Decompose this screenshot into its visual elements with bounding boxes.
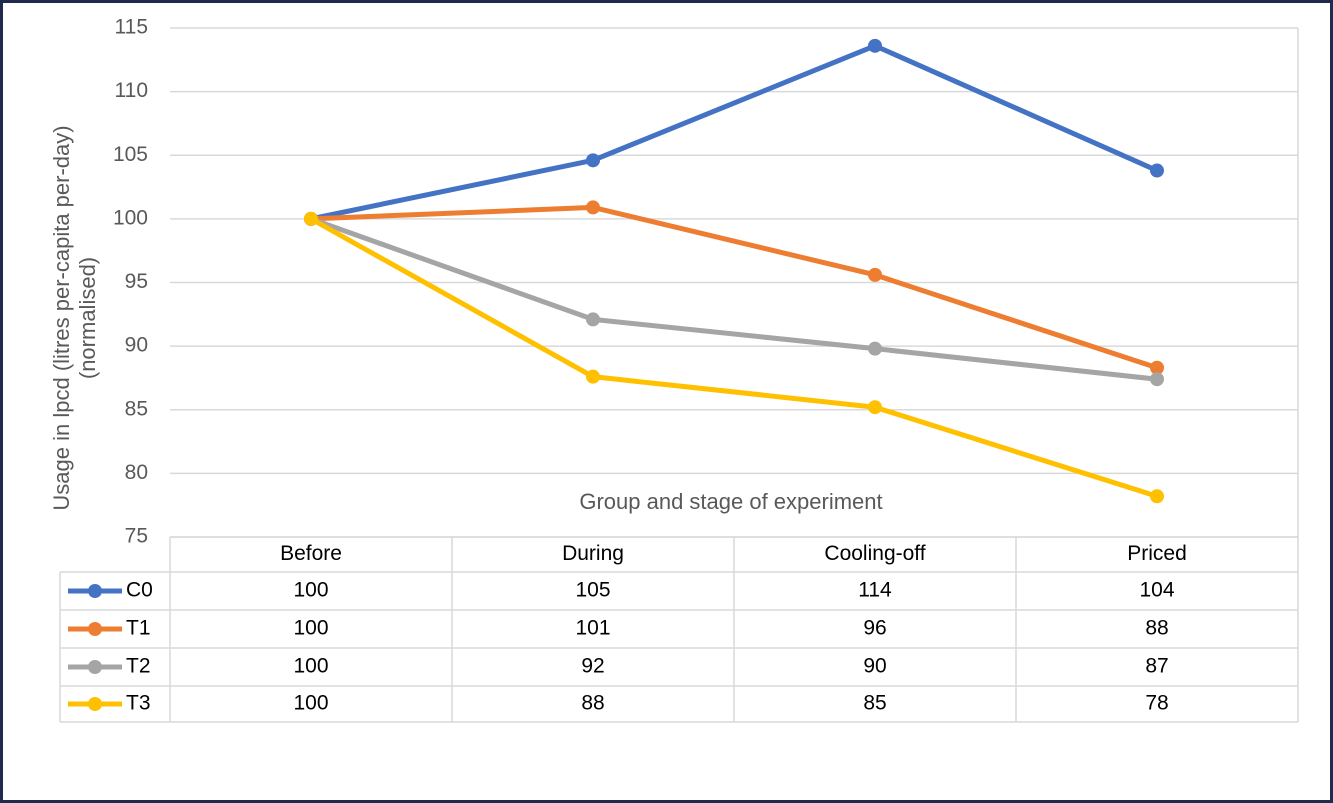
table-value: 87: [1145, 655, 1168, 678]
legend-label: T3: [126, 692, 151, 715]
table-value: 100: [293, 655, 328, 678]
table-value: 100: [293, 579, 328, 602]
data-point: [586, 153, 600, 168]
data-point: [868, 38, 882, 53]
table-value: 88: [581, 692, 604, 715]
y-tick-label: 105: [113, 143, 148, 166]
table-header: Before: [280, 542, 342, 565]
table-header: Cooling-off: [824, 542, 925, 565]
data-point: [868, 267, 882, 282]
table-header: During: [562, 542, 624, 565]
series-line: [310, 204, 1158, 371]
y-tick-label: 75: [125, 525, 148, 548]
legend-key: [88, 660, 102, 674]
series-line: [310, 216, 1158, 382]
legend-label: T2: [126, 655, 151, 678]
x-axis-title: Group and stage of experiment: [579, 489, 882, 514]
table-value: 114: [858, 579, 892, 602]
legend-label: T1: [126, 617, 151, 640]
table-value: 96: [863, 617, 886, 640]
legend-key: [88, 584, 102, 598]
data-point: [304, 211, 318, 226]
series-line: [310, 43, 1159, 222]
legend-key: [88, 697, 102, 711]
table-value: 85: [863, 692, 886, 715]
y-tick-label: 100: [113, 206, 148, 229]
table-value: 100: [293, 692, 328, 715]
y-tick-label: 115: [115, 16, 148, 39]
table-value: 101: [575, 617, 610, 640]
table-value: 88: [1145, 617, 1168, 640]
data-point: [586, 369, 600, 384]
table-value: 78: [1145, 692, 1168, 715]
y-axis-title: Usage in lpcd (litres per-capita per-day…: [49, 125, 74, 510]
data-point: [586, 312, 600, 327]
data-point: [1150, 489, 1164, 504]
y-axis-title: (normalised): [75, 257, 100, 379]
y-tick-label: 110: [115, 79, 148, 102]
data-point: [1150, 372, 1164, 387]
data-point: [586, 200, 600, 215]
table-value: 104: [1139, 579, 1174, 602]
table-value: 100: [293, 617, 328, 640]
data-point: [1150, 163, 1164, 178]
y-tick-label: 80: [125, 461, 148, 484]
table-value: 90: [863, 655, 886, 678]
data-point: [1150, 360, 1164, 375]
table-header: Priced: [1127, 542, 1187, 565]
y-tick-label: 95: [125, 270, 148, 293]
y-tick-label: 90: [125, 334, 148, 357]
data-point: [868, 341, 882, 356]
series-line: [309, 216, 1158, 499]
table-value: 105: [575, 579, 610, 602]
data-point: [868, 400, 882, 415]
y-tick-label: 85: [125, 397, 148, 420]
table-value: 92: [581, 655, 604, 678]
legend-key: [88, 622, 102, 636]
legend-label: C0: [126, 579, 153, 602]
